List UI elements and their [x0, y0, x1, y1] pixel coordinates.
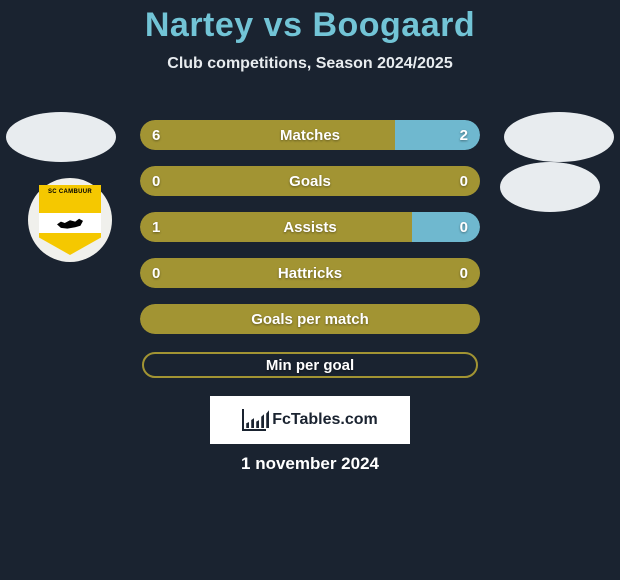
watermark: FcTables.com: [210, 396, 410, 444]
stat-row-goals-per-match: Goals per match: [140, 304, 480, 334]
wm-bar: [261, 414, 264, 428]
wm-bar: [266, 410, 269, 428]
stat-label: Assists: [140, 212, 480, 242]
wm-bar: [246, 422, 249, 428]
badge-stripe: [39, 213, 101, 233]
stat-value-left: 1: [152, 212, 160, 242]
stat-value-right: 0: [460, 258, 468, 288]
club-badge-left: SC CAMBUUR: [28, 178, 112, 262]
badge-text: SC CAMBUUR: [39, 189, 101, 195]
player-right-avatar: [504, 112, 614, 162]
stat-value-left: 6: [152, 120, 160, 150]
stat-label: Hattricks: [140, 258, 480, 288]
chart-icon: [242, 409, 266, 431]
club-badge-right-placeholder: [500, 162, 600, 212]
stat-label: Goals per match: [140, 304, 480, 334]
stat-value-left: 0: [152, 166, 160, 196]
stat-row-hattricks: Hattricks0 0: [140, 258, 480, 288]
title-player2: Boogaard: [312, 6, 475, 44]
title-player1: Nartey: [145, 6, 254, 44]
stat-row-min-per-goal: Min per goal: [140, 350, 480, 380]
animal-icon: [57, 216, 83, 230]
subtitle: Club competitions, Season 2024/2025: [0, 55, 620, 73]
watermark-text: FcTables.com: [272, 411, 378, 429]
stat-label: Matches: [140, 120, 480, 150]
stat-value-right: 2: [460, 120, 468, 150]
title-vs: vs: [264, 6, 303, 44]
wm-bar: [251, 418, 254, 428]
stat-value-right: 0: [460, 166, 468, 196]
stat-row-assists: Assists1 0: [140, 212, 480, 242]
shield-icon: SC CAMBUUR: [39, 185, 101, 255]
stat-value-right: 0: [460, 212, 468, 242]
stat-row-goals: Goals0 0: [140, 166, 480, 196]
stat-row-matches: Matches6 2: [140, 120, 480, 150]
stat-label: Min per goal: [140, 350, 480, 380]
stat-label: Goals: [140, 166, 480, 196]
wm-bar: [256, 420, 259, 428]
page-title: Nartey vs Boogaard: [0, 0, 620, 45]
player-left-avatar: [6, 112, 116, 162]
date-label: 1 november 2024: [0, 454, 620, 474]
stat-value-left: 0: [152, 258, 160, 288]
comparison-infographic: Nartey vs Boogaard Club competitions, Se…: [0, 0, 620, 580]
stat-bars: Matches62Goals00Assists10Hattricks00Goal…: [140, 120, 480, 396]
